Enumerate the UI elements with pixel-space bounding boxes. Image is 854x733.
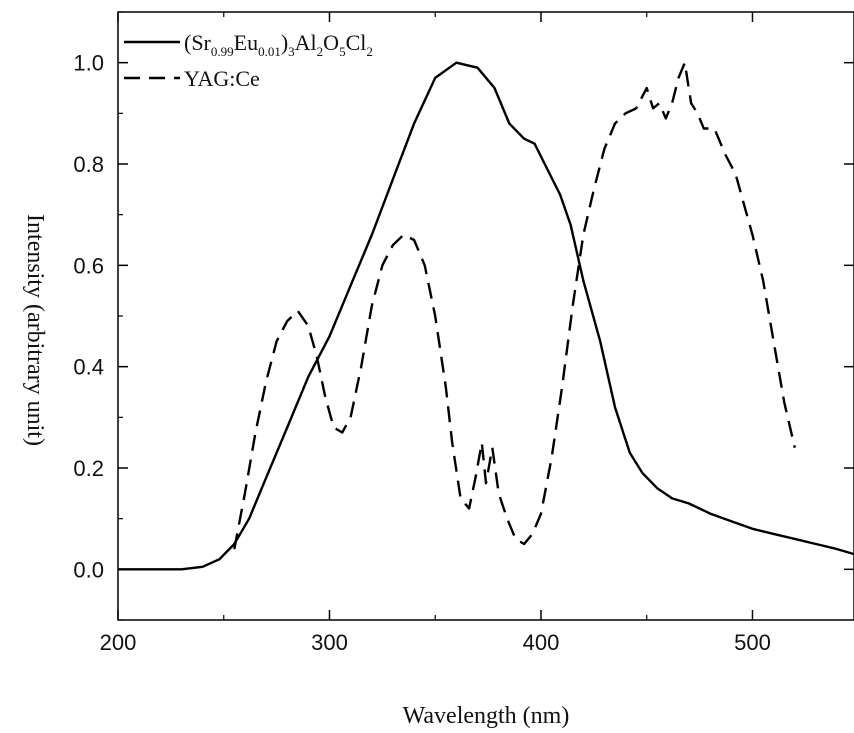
legend-label-1: (Sr0.99Eu0.01)3Al2O5Cl2 — [184, 30, 373, 59]
series-line-2 — [233, 61, 796, 550]
legend-label-2: YAG:Ce — [184, 66, 260, 91]
x-tick-label: 200 — [100, 630, 137, 655]
series-layer — [118, 61, 854, 571]
x-tick-label: 400 — [523, 630, 560, 655]
axes: 200 300 400 500 0.0 0.2 0.4 0.6 0.8 1.0 — [73, 11, 854, 655]
x-axis-title: Wavelength (nm) — [403, 703, 570, 729]
x-tick-label: 300 — [311, 630, 348, 655]
plot-frame — [117, 11, 854, 621]
y-tick-label: 0.6 — [73, 253, 104, 278]
y-tick-label: 0.0 — [73, 557, 104, 582]
series-line-1 — [118, 61, 854, 571]
y-tick-label: 1.0 — [73, 51, 104, 76]
y-tick-label: 0.2 — [73, 456, 104, 481]
x-tick-label: 500 — [734, 630, 771, 655]
y-tick-label: 0.8 — [73, 152, 104, 177]
legend: (Sr0.99Eu0.01)3Al2O5Cl2 YAG:Ce — [124, 30, 373, 91]
y-axis-title: Intensity (arbitrary unit) — [22, 214, 48, 446]
y-tick-label: 0.4 — [73, 355, 104, 380]
